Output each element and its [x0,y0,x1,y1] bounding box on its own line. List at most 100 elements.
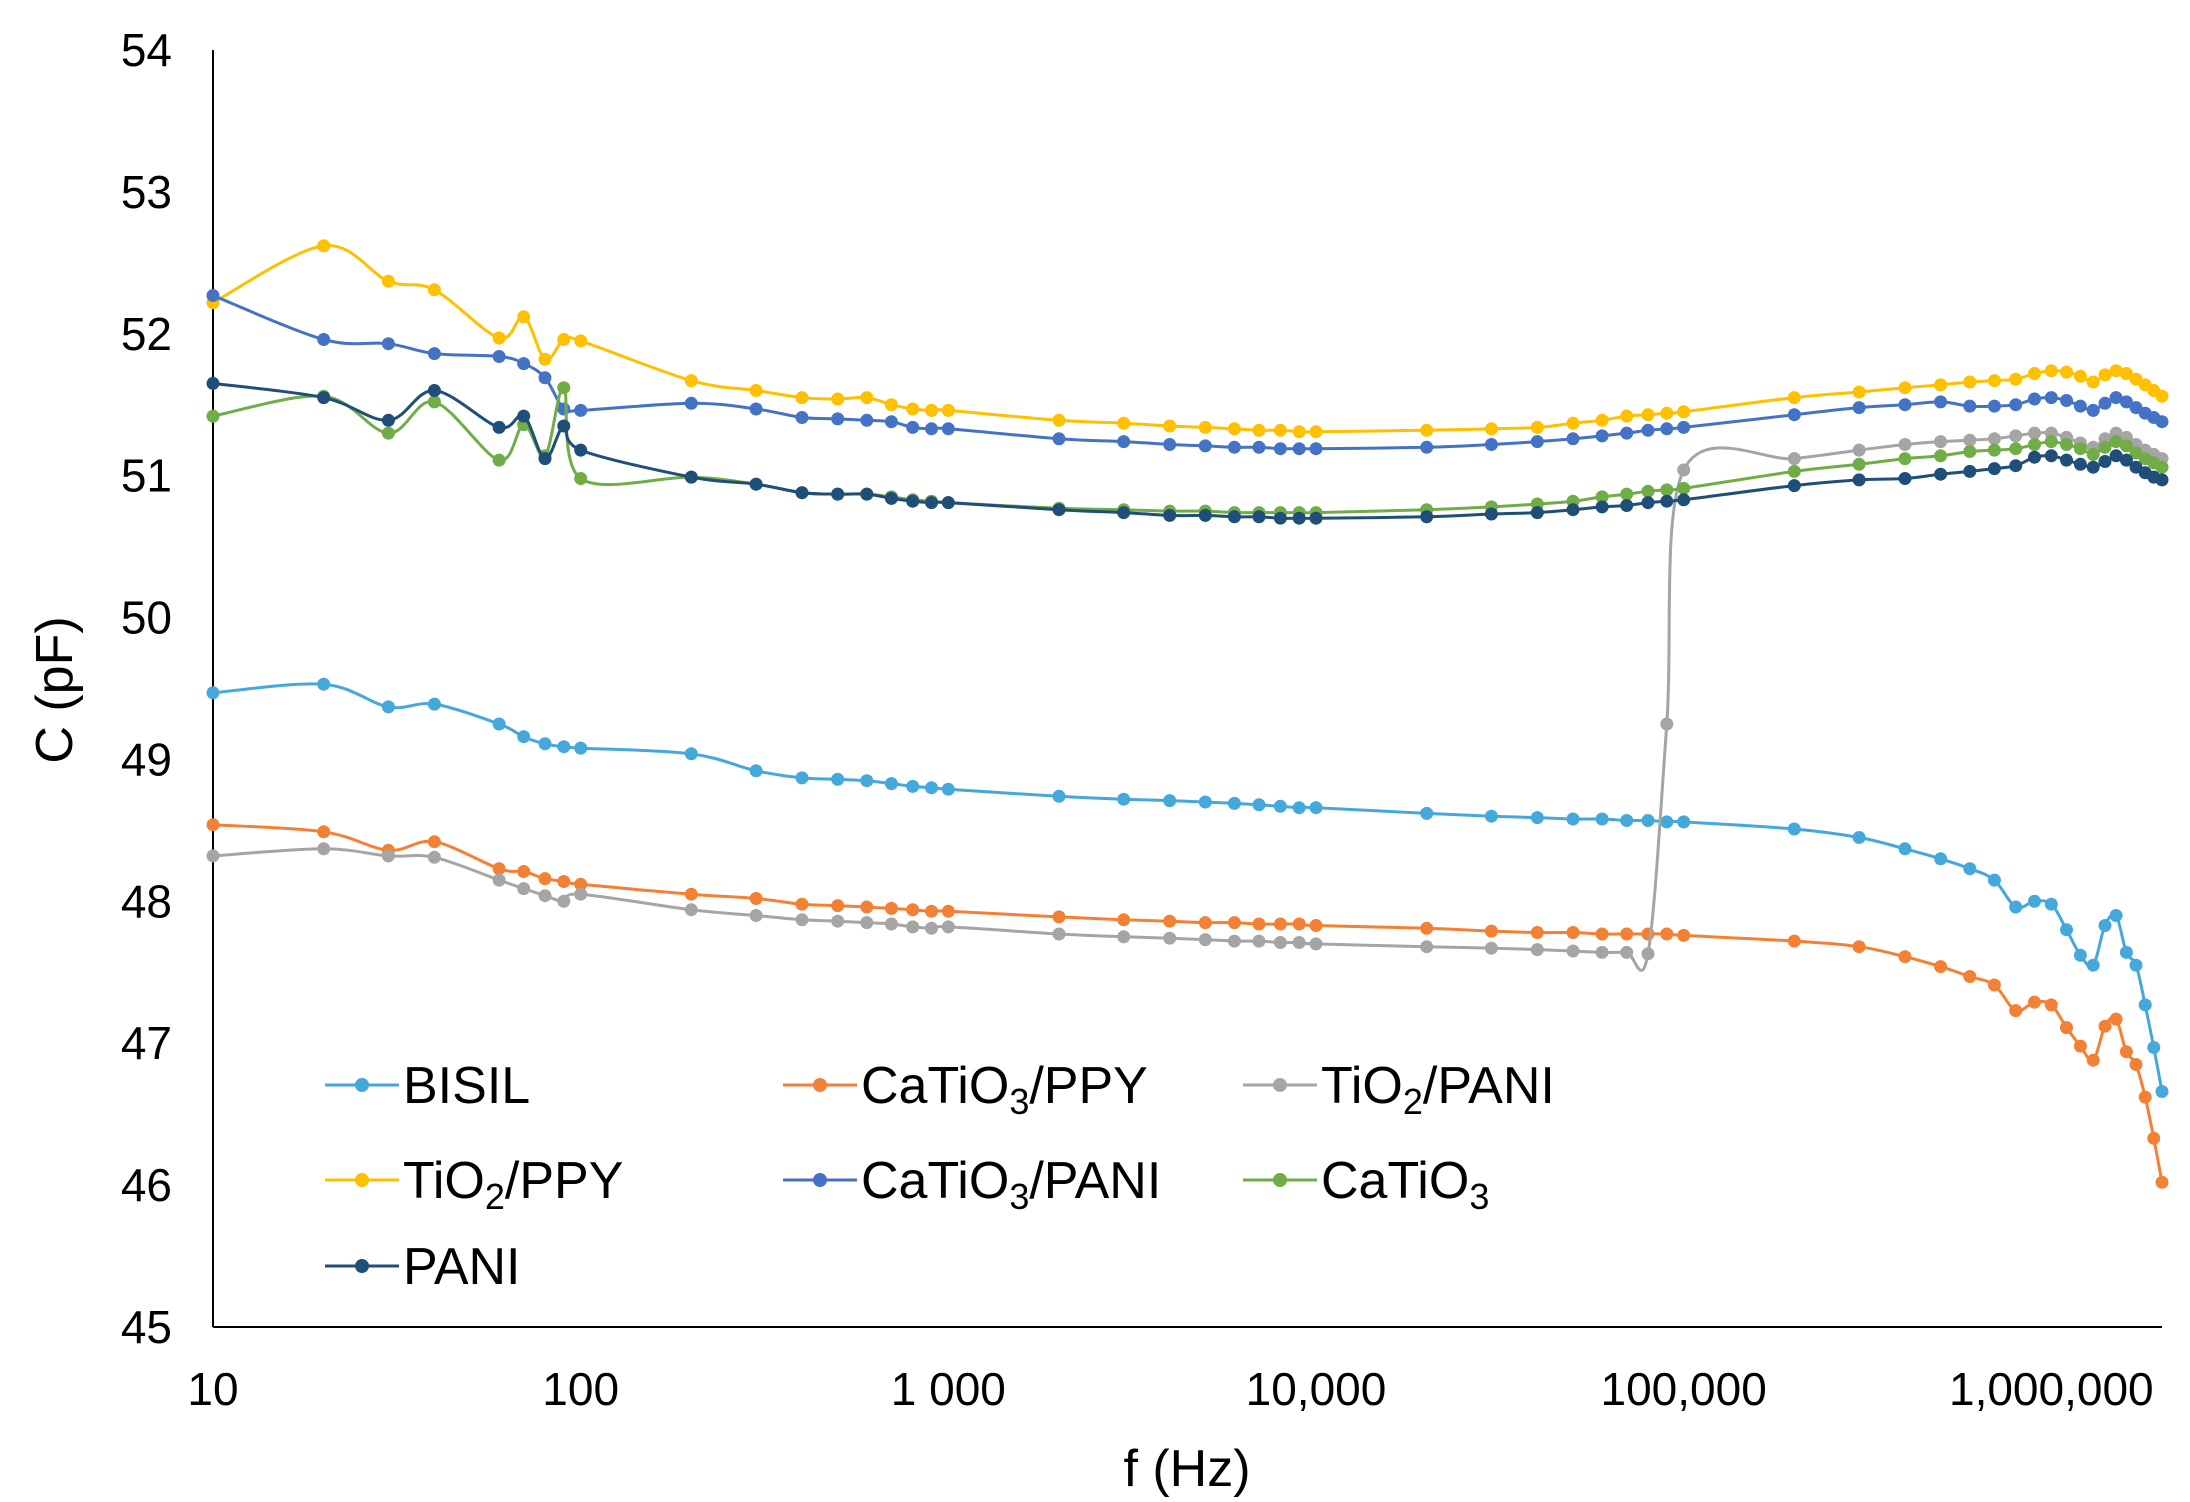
data-point-catio3-ppy-700 [884,901,898,915]
data-point-tio2-ppy-700000 [1987,374,2001,388]
data-point-catio3-pani-900000 [2028,392,2041,406]
data-point-pani-60 [492,420,506,434]
data-point-catio3-ppy-1400000 [2098,1019,2112,1033]
data-point-tio2-ppy-1000000 [2044,364,2058,378]
data-point-catio3-ppy-100000 [1677,928,1691,942]
data-point-bisil-4000 [1163,794,1177,808]
legend-swatch-marker-pani [355,1259,369,1273]
legend-label-subscript: 2 [1403,1081,1423,1122]
legend-label-main: BISIL [403,1057,530,1115]
data-point-catio3-pani-8000 [1273,442,1287,456]
data-point-tio2-pani-60 [492,873,506,887]
data-point-bisil-30000 [1484,809,1498,823]
data-point-bisil-700000 [1987,873,2001,887]
data-point-catio3-ppy-1500000 [2109,1012,2123,1026]
x-tick-label-100000: 100,000 [1601,1363,1767,1415]
data-point-catio3-pani-5000 [1198,439,1212,453]
data-point-catio3-ppy-1600000 [2119,1045,2133,1059]
data-point-tio2-pani-700 [884,917,898,931]
data-point-bisil-20 [317,677,331,691]
data-point-bisil-300 [749,764,763,778]
data-point-catio3-ppy-900000 [2028,995,2041,1009]
data-point-tio2-pani-100 [574,887,588,901]
data-point-catio3-ppy-90000 [1660,927,1674,941]
data-point-bisil-300000 [1852,831,1866,844]
data-point-pani-600000 [1963,464,1977,478]
data-point-catio3-ppy-900 [925,904,938,918]
series-catio3-ppy [206,818,2169,1189]
data-point-catio3-ppy-70000 [1620,927,1634,941]
data-point-bisil-50000 [1566,812,1580,826]
data-point-catio3-ppy-20 [317,825,331,839]
y-tick-label-52: 52 [121,308,172,360]
legend-swatch-marker-tio2-pani [1273,1078,1287,1092]
data-point-catio3-ppy-800 [906,903,920,917]
data-point-bisil-40 [427,697,441,711]
data-point-tio2-ppy-90 [557,333,571,346]
data-point-catio3-ppy-70 [517,865,531,878]
data-point-pani-200 [684,470,698,484]
data-point-tio2-ppy-60 [492,331,506,345]
data-point-bisil-100000 [1677,815,1691,829]
data-point-catio3-pani-400000 [1898,398,1912,412]
data-point-tio2-ppy-6000 [1227,422,1241,436]
data-point-bisil-20000 [1420,806,1434,820]
data-point-bisil-600 [860,774,874,788]
data-point-catio3-pani-700000 [1987,399,2001,413]
legend-label-tio2-ppy: TiO2/PPY [403,1152,623,1217]
data-point-catio3-ppy-10 [206,818,220,832]
data-point-bisil-10000 [1309,801,1323,815]
data-point-catio3-pani-700 [884,415,898,429]
data-point-pani-20 [317,391,331,405]
data-point-tio2-ppy-1400000 [2098,368,2112,382]
data-point-bisil-80 [538,737,552,751]
data-point-pani-700000 [1987,462,2001,476]
data-point-catio3-1300000 [2086,447,2100,461]
data-point-catio3-800000 [2009,442,2023,456]
data-point-tio2-pani-500 [831,914,845,928]
data-point-catio3-pani-40000 [1530,435,1544,449]
data-point-pani-500 [831,487,845,501]
data-point-catio3-60 [492,453,506,467]
data-point-tio2-pani-50000 [1566,944,1580,958]
legend-label-main: TiO [403,1152,485,1210]
data-point-catio3-ppy-60000 [1595,927,1609,941]
data-point-tio2-ppy-80 [538,352,552,366]
data-point-bisil-3000 [1117,792,1131,806]
data-point-bisil-1300000 [2086,958,2100,972]
data-point-catio3-ppy-3000 [1117,913,1131,927]
data-point-bisil-900000 [2028,894,2041,908]
data-point-catio3-ppy-700000 [1987,978,2001,992]
data-point-catio3-ppy-1100000 [2060,1021,2073,1035]
data-point-tio2-ppy-600 [860,391,874,405]
data-point-catio3-2000000 [2155,460,2169,474]
data-point-tio2-ppy-1500000 [2109,364,2123,378]
data-point-catio3-ppy-300000 [1852,940,1866,954]
data-point-pani-100 [574,443,588,457]
data-point-bisil-100 [574,741,588,755]
data-point-catio3-ppy-7000 [1252,917,1266,931]
data-point-tio2-ppy-900 [925,403,938,417]
data-point-tio2-ppy-1300000 [2086,375,2100,389]
data-point-bisil-200 [684,747,698,761]
data-point-bisil-30 [381,700,395,714]
data-point-catio3-pani-1600000 [2119,395,2133,409]
data-point-tio2-pani-90 [557,894,571,908]
y-tick-label-51: 51 [121,450,172,502]
data-point-catio3-ppy-8000 [1273,917,1287,931]
legend-item-bisil: BISIL [325,1057,530,1115]
data-point-catio3-60000 [1595,490,1609,504]
legend-label-bisil: BISIL [403,1057,530,1115]
data-point-tio2-pani-70000 [1620,945,1634,959]
data-point-pani-400000 [1898,472,1912,485]
data-point-catio3-ppy-600 [860,900,874,914]
legend-label-subscript: 3 [1009,1081,1029,1122]
data-point-catio3-1000000 [2044,435,2058,449]
data-point-catio3-ppy-800000 [2009,1004,2023,1018]
data-point-pani-80000 [1641,496,1655,510]
data-point-catio3-ppy-40000 [1530,926,1544,939]
data-point-catio3-ppy-600000 [1963,970,1977,983]
series-bisil [206,677,2169,1098]
data-point-catio3-pani-1500000 [2109,391,2123,405]
